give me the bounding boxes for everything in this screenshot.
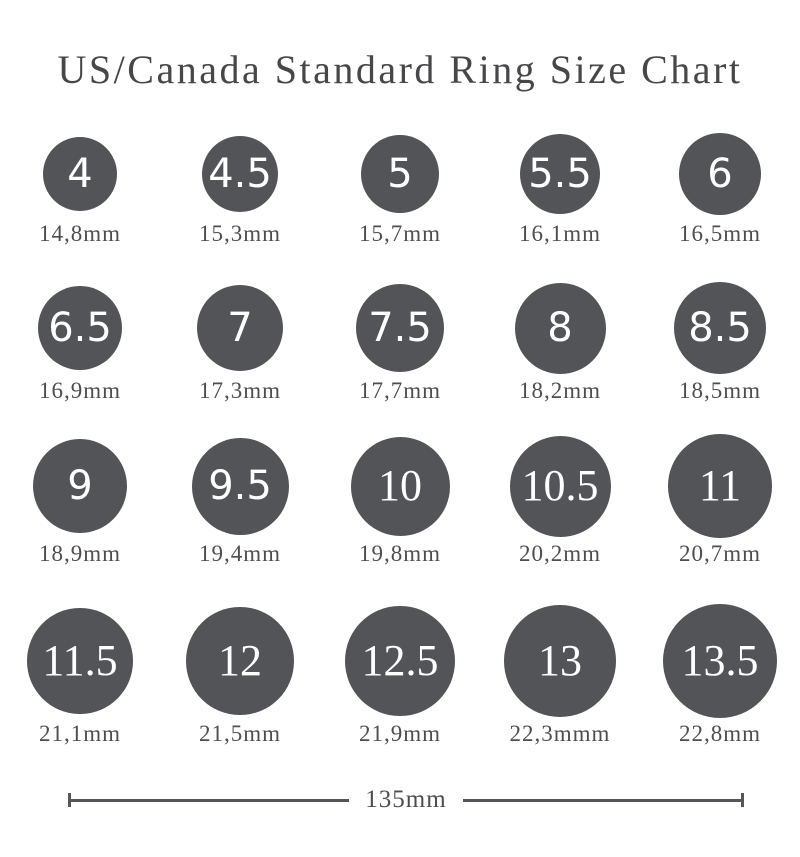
ring-size-circle: 7.5 xyxy=(355,283,445,373)
ring-size-cell: 12 21,5mm xyxy=(160,604,320,746)
ring-size-circle: 12 xyxy=(186,607,294,715)
ring-size-circle: 11.5 xyxy=(27,608,133,714)
ring-diameter-label: 16,5mm xyxy=(678,221,762,246)
ring-size-cell: 7.5 17,7mm xyxy=(320,281,480,403)
ring-diameter-label: 19,4mm xyxy=(198,541,282,566)
ring-diameter-label: 21,5mm xyxy=(198,721,282,746)
ring-size-circle: 13.5 xyxy=(663,604,777,718)
ring-size-row-4: 11.5 21,1mm 12 21,5mm 12.5 21,9mm 13 22,… xyxy=(0,604,800,746)
ring-size-circle: 4.5 xyxy=(201,135,279,213)
circle-box: 11.5 xyxy=(27,604,133,718)
ring-diameter-label: 18,2mm xyxy=(518,378,602,403)
circle-box: 12 xyxy=(186,604,294,718)
ring-size-circle: 7 xyxy=(196,284,284,372)
page-title: US/Canada Standard Ring Size Chart xyxy=(57,47,743,92)
circle-box: 11 xyxy=(668,434,772,538)
ring-diameter-label: 14,8mm xyxy=(38,221,122,246)
ring-size-cell: 4 14,8mm xyxy=(0,132,160,246)
circle-box: 7 xyxy=(196,281,284,375)
ring-size-cell: 10.5 20,2mm xyxy=(480,434,640,566)
ring-size-row-2: 6.5 16,9mm 7 17,3mm 7.5 17,7mm 8 18,2mm … xyxy=(0,281,800,403)
circle-box: 7.5 xyxy=(355,281,445,375)
ring-diameter-label: 15,3mm xyxy=(198,221,282,246)
scale-bar: 135mm xyxy=(68,786,744,813)
ring-size-cell: 10 19,8mm xyxy=(320,434,480,566)
ring-size-cell: 9 18,9mm xyxy=(0,434,160,566)
ring-size-row-1: 4 14,8mm 4.5 15,3mm 5 15,7mm 5.5 16,1mm … xyxy=(0,132,800,246)
ring-size-circle: 9.5 xyxy=(191,437,289,535)
ring-size-cell: 6.5 16,9mm xyxy=(0,281,160,403)
ring-size-circle: 8 xyxy=(514,282,606,374)
ring-diameter-label: 15,7mm xyxy=(358,221,442,246)
ring-size-circle: 13 xyxy=(504,605,616,717)
circle-box: 4 xyxy=(43,132,117,216)
ring-diameter-label: 20,2mm xyxy=(518,541,602,566)
circle-box: 9 xyxy=(32,434,128,538)
ring-size-circle: 10.5 xyxy=(509,435,611,537)
ring-size-circle: 5 xyxy=(360,134,440,214)
ring-size-row-3: 9 18,9mm 9.5 19,4mm 10 19,8mm 10.5 20,2m… xyxy=(0,434,800,566)
scale-tick-right xyxy=(741,793,744,807)
ring-diameter-label: 16,1mm xyxy=(518,221,602,246)
circle-box: 9.5 xyxy=(191,434,289,538)
ring-size-cell: 13.5 22,8mm xyxy=(640,604,800,746)
ring-diameter-label: 18,9mm xyxy=(38,541,122,566)
ring-size-circle: 9 xyxy=(32,438,128,534)
circle-box: 10 xyxy=(350,434,450,538)
scale-line-left xyxy=(71,798,350,802)
scale-line-right xyxy=(462,798,741,802)
ring-diameter-label: 18,5mm xyxy=(678,378,762,403)
circle-box: 5.5 xyxy=(519,132,601,216)
circle-box: 12.5 xyxy=(345,604,455,718)
ring-size-circle: 12.5 xyxy=(345,606,455,716)
circle-box: 8.5 xyxy=(673,281,767,375)
ring-size-circle: 10 xyxy=(350,436,450,536)
circle-box: 13 xyxy=(504,604,616,718)
circle-box: 6.5 xyxy=(37,281,123,375)
ring-size-cell: 8 18,2mm xyxy=(480,281,640,403)
ring-diameter-label: 21,1mm xyxy=(38,721,122,746)
ring-diameter-label: 22,8mm xyxy=(678,721,762,746)
ring-size-cell: 13 22,3mmm xyxy=(480,604,640,746)
ring-size-circle: 5.5 xyxy=(519,133,601,215)
ring-size-cell: 5.5 16,1mm xyxy=(480,132,640,246)
circle-box: 13.5 xyxy=(663,604,777,718)
ring-size-circle: 11 xyxy=(668,434,772,538)
scale-tick-left xyxy=(68,793,71,807)
ring-size-cell: 5 15,7mm xyxy=(320,132,480,246)
ring-diameter-label: 16,9mm xyxy=(38,378,122,403)
circle-box: 5 xyxy=(360,132,440,216)
ring-diameter-label: 21,9mm xyxy=(358,721,442,746)
ring-size-circle: 4 xyxy=(43,137,117,211)
ring-size-cell: 11 20,7mm xyxy=(640,434,800,566)
ring-size-cell: 11.5 21,1mm xyxy=(0,604,160,746)
ring-size-circle: 6 xyxy=(678,132,762,216)
ring-diameter-label: 19,8mm xyxy=(358,541,442,566)
ring-diameter-label: 17,7mm xyxy=(358,378,442,403)
circle-box: 10.5 xyxy=(509,434,611,538)
ring-size-circle: 6.5 xyxy=(37,285,123,371)
ring-size-cell: 7 17,3mm xyxy=(160,281,320,403)
ring-diameter-label: 17,3mm xyxy=(198,378,282,403)
ring-diameter-label: 20,7mm xyxy=(678,541,762,566)
circle-box: 8 xyxy=(514,281,606,375)
ring-size-circle: 8.5 xyxy=(673,281,767,375)
ring-diameter-label: 22,3mmm xyxy=(509,721,611,746)
circle-box: 4.5 xyxy=(201,132,279,216)
ring-size-cell: 4.5 15,3mm xyxy=(160,132,320,246)
ring-size-cell: 8.5 18,5mm xyxy=(640,281,800,403)
ring-size-cell: 9.5 19,4mm xyxy=(160,434,320,566)
ring-size-cell: 12.5 21,9mm xyxy=(320,604,480,746)
circle-box: 6 xyxy=(678,132,762,216)
ring-size-cell: 6 16,5mm xyxy=(640,132,800,246)
scale-label: 135mm xyxy=(365,786,447,813)
